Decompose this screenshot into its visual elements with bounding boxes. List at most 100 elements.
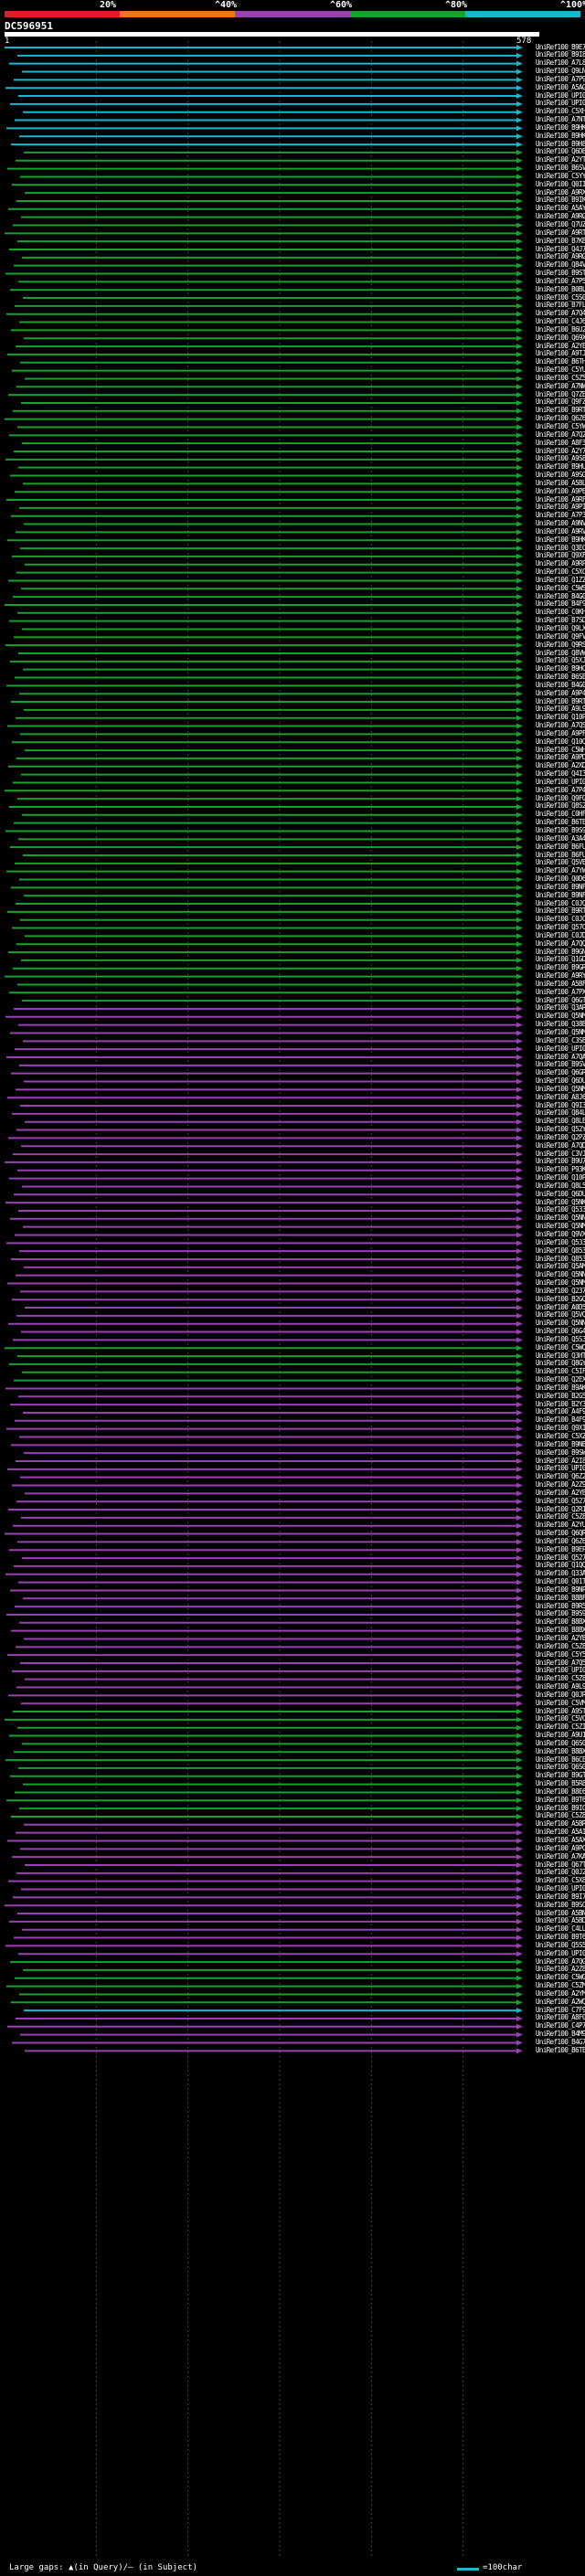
hit-label[interactable]: UniRef100_B9STP7 (536, 269, 585, 278)
hit-label[interactable]: UniRef100_B7FLJ9 (536, 301, 585, 310)
hit-label[interactable]: UniRef100_Q3HTC9 (536, 1351, 585, 1360)
hit-label[interactable]: UniRef100_A9RGK9 (536, 252, 585, 261)
hit-label[interactable]: UniRef100_A2XDX2 (536, 761, 585, 770)
hit-label[interactable]: UniRef100_B9NFF1 (536, 890, 585, 899)
hit-label[interactable]: UniRef100_Q84LN5 (536, 1108, 585, 1118)
hit-label[interactable]: UniRef100_Q5NM07 (536, 1027, 585, 1036)
hit-label[interactable]: UniRef100_Q6G4Y0 (536, 1327, 585, 1336)
hit-label[interactable]: UniRef100_Q10PV5 (536, 713, 585, 722)
hit-label[interactable]: UniRef100_C5Z5K2 (536, 373, 585, 382)
hit-label[interactable]: UniRef100_C5YUH7 (536, 366, 585, 375)
hit-label[interactable]: UniRef100_B6TE12 (536, 818, 585, 827)
hit-label[interactable]: UniRef100_Q9I384 (536, 1100, 585, 1109)
hit-label[interactable]: UniRef100_A7QDP4 (536, 1140, 585, 1150)
hit-label[interactable]: UniRef100_B4G0N2 (536, 591, 585, 600)
hit-label[interactable]: UniRef100_A7NTB9 (536, 115, 585, 124)
hit-label[interactable]: UniRef100_A7Q2B1 (536, 429, 585, 439)
hit-label[interactable]: UniRef100_Q8LE58 (536, 1117, 585, 1126)
hit-label[interactable]: UniRef100_Q0JR92 (536, 1690, 585, 1699)
hit-label[interactable]: UniRef100_A5BLZ4 (536, 478, 585, 487)
hit-label[interactable]: UniRef100_B4M987 (536, 2030, 585, 2039)
hit-label[interactable]: UniRef100_A7QGR7 (536, 1956, 585, 1966)
hit-label[interactable]: UniRef100_Q10P61 (536, 1173, 585, 1182)
hit-label[interactable]: UniRef100_A9PDY7 (536, 753, 585, 762)
hit-label[interactable]: UniRef100_Q5NMH8 (536, 1278, 585, 1288)
hit-label[interactable]: UniRef100_Q527C8 (536, 1553, 585, 1562)
hit-label[interactable]: UniRef100_UPI000... (536, 1464, 585, 1473)
hit-label[interactable]: UniRef100_Q6S076 (536, 1763, 585, 1772)
hit-label[interactable]: UniRef100_B6FUZ3 (536, 850, 585, 859)
hit-label[interactable]: UniRef100_B8BXK6 (536, 1746, 585, 1755)
hit-label[interactable]: UniRef100_Q9RSH6 (536, 640, 585, 649)
hit-label[interactable]: UniRef100_Q5VEP9 (536, 858, 585, 867)
hit-label[interactable]: UniRef100_Q01TV9 (536, 1577, 585, 1586)
hit-label[interactable]: UniRef100_Q9FV67 (536, 631, 585, 641)
hit-label[interactable]: UniRef100_A5AGM3 (536, 82, 585, 91)
hit-label[interactable]: UniRef100_A9PEC4 (536, 486, 585, 495)
hit-label[interactable]: UniRef100_Q53343 (536, 1205, 585, 1214)
hit-label[interactable]: UniRef100_Q5NMH5 (536, 1222, 585, 1231)
hit-label[interactable]: UniRef100_A9RG41 (536, 212, 585, 221)
hit-label[interactable]: UniRef100_A9RXN9 (536, 187, 585, 196)
hit-label[interactable]: UniRef100_C5YYK8 (536, 171, 585, 180)
hit-label[interactable]: UniRef100_A9RFD4 (536, 494, 585, 504)
hit-label[interactable]: UniRef100_B9SVF6 (536, 1060, 585, 1069)
hit-label[interactable]: UniRef100_C5YWZ3 (536, 421, 585, 430)
hit-label[interactable]: UniRef100_Q5AM29 (536, 1262, 585, 1271)
hit-label[interactable]: UniRef100_A9RTP0 (536, 228, 585, 237)
hit-label[interactable]: UniRef100_C5XHB4 (536, 107, 585, 116)
hit-label[interactable]: UniRef100_Q8L5C7 (536, 1181, 585, 1190)
hit-label[interactable]: UniRef100_A9L9M2 (536, 1682, 585, 1691)
hit-label[interactable]: UniRef100_Q38B60 (536, 1020, 585, 1029)
hit-label[interactable]: UniRef100_Q5NN10 (536, 1319, 585, 1328)
hit-label[interactable]: UniRef100_A0D537 (536, 1302, 585, 1311)
hit-label[interactable]: UniRef100_Q5NKV7 (536, 1197, 585, 1206)
hit-label[interactable]: UniRef100_A2I805 (536, 1456, 585, 1465)
hit-label[interactable]: UniRef100_C5XZC3 (536, 1431, 585, 1440)
hit-label[interactable]: UniRef100_UPI000... (536, 1666, 585, 1675)
hit-label[interactable]: UniRef100_C4LUY4 (536, 1924, 585, 1934)
hit-label[interactable]: UniRef100_B9GRP8 (536, 963, 585, 972)
hit-label[interactable]: UniRef100_C5ZM80 (536, 1981, 585, 1990)
hit-label[interactable]: UniRef100_A7KAW5 (536, 1851, 585, 1860)
hit-label[interactable]: UniRef100_Q69X02 (536, 333, 585, 342)
hit-label[interactable]: UniRef100_A2YM79 (536, 1988, 585, 1998)
hit-label[interactable]: UniRef100_C4P762 (536, 2021, 585, 2030)
hit-label[interactable]: UniRef100_B2GQF6 (536, 1294, 585, 1303)
hit-label[interactable]: UniRef100_B6U2B1 (536, 324, 585, 334)
hit-label[interactable]: UniRef100_A7QA61 (536, 1052, 585, 1061)
hit-label[interactable]: UniRef100_Q8GYZ0 (536, 1359, 585, 1368)
hit-label[interactable]: UniRef100_Q0D677 (536, 875, 585, 884)
hit-label[interactable]: UniRef100_B6SV27 (536, 164, 585, 173)
hit-label[interactable]: UniRef100_A5AXN6 (536, 1835, 585, 1844)
hit-label[interactable]: UniRef100_Q10QW1 (536, 737, 585, 746)
hit-label[interactable]: UniRef100_A7P4A5 (536, 785, 585, 794)
hit-label[interactable]: UniRef100_Q9FZ28 (536, 398, 585, 407)
hit-label[interactable]: UniRef100_B9NFF9 (536, 882, 585, 891)
hit-label[interactable]: UniRef100_C3SBK5 (536, 1035, 585, 1044)
hit-label[interactable]: UniRef100_C5VC63 (536, 1714, 585, 1723)
hit-label[interactable]: UniRef100_B9RTQ6 (536, 406, 585, 415)
hit-label[interactable]: UniRef100_A7P9Q5 (536, 74, 585, 83)
hit-label[interactable]: UniRef100_B9NBJ1 (536, 1439, 585, 1448)
hit-label[interactable]: UniRef100_B8BX54 (536, 1617, 585, 1627)
hit-label[interactable]: UniRef100_Q5S310 (536, 1334, 585, 1343)
hit-label[interactable]: UniRef100_UPI000... (536, 99, 585, 108)
hit-label[interactable]: UniRef100_A8F0V8 (536, 2013, 585, 2022)
hit-label[interactable]: UniRef100_B6FUZ9 (536, 842, 585, 851)
hit-label[interactable]: UniRef100_Q8S283 (536, 801, 585, 811)
hit-label[interactable]: UniRef100_Q6DUV5 (536, 1189, 585, 1198)
hit-label[interactable]: UniRef100_Q5NM09 (536, 1084, 585, 1093)
hit-label[interactable]: UniRef100_B4G7B3 (536, 2037, 585, 2046)
hit-label[interactable]: UniRef100_Q2PZW1 (536, 1132, 585, 1141)
hit-label[interactable]: UniRef100_B8BXC3 (536, 1626, 585, 1635)
hit-label[interactable]: UniRef100_C7F9H8 (536, 2005, 585, 2014)
hit-label[interactable]: UniRef100_A7P378 (536, 511, 585, 520)
hit-label[interactable]: UniRef100_C5X818 (536, 1876, 585, 1885)
hit-label[interactable]: UniRef100_B9T6R1 (536, 1795, 585, 1804)
hit-label[interactable]: UniRef100_B9HKR0 (536, 122, 585, 132)
hit-label[interactable]: UniRef100_B9AKB6 (536, 1383, 585, 1392)
hit-label[interactable]: UniRef100_A9S896 (536, 454, 585, 463)
hit-label[interactable]: UniRef100_Q2373B (536, 1286, 585, 1295)
hit-label[interactable]: UniRef100_A7QQA2 (536, 938, 585, 948)
